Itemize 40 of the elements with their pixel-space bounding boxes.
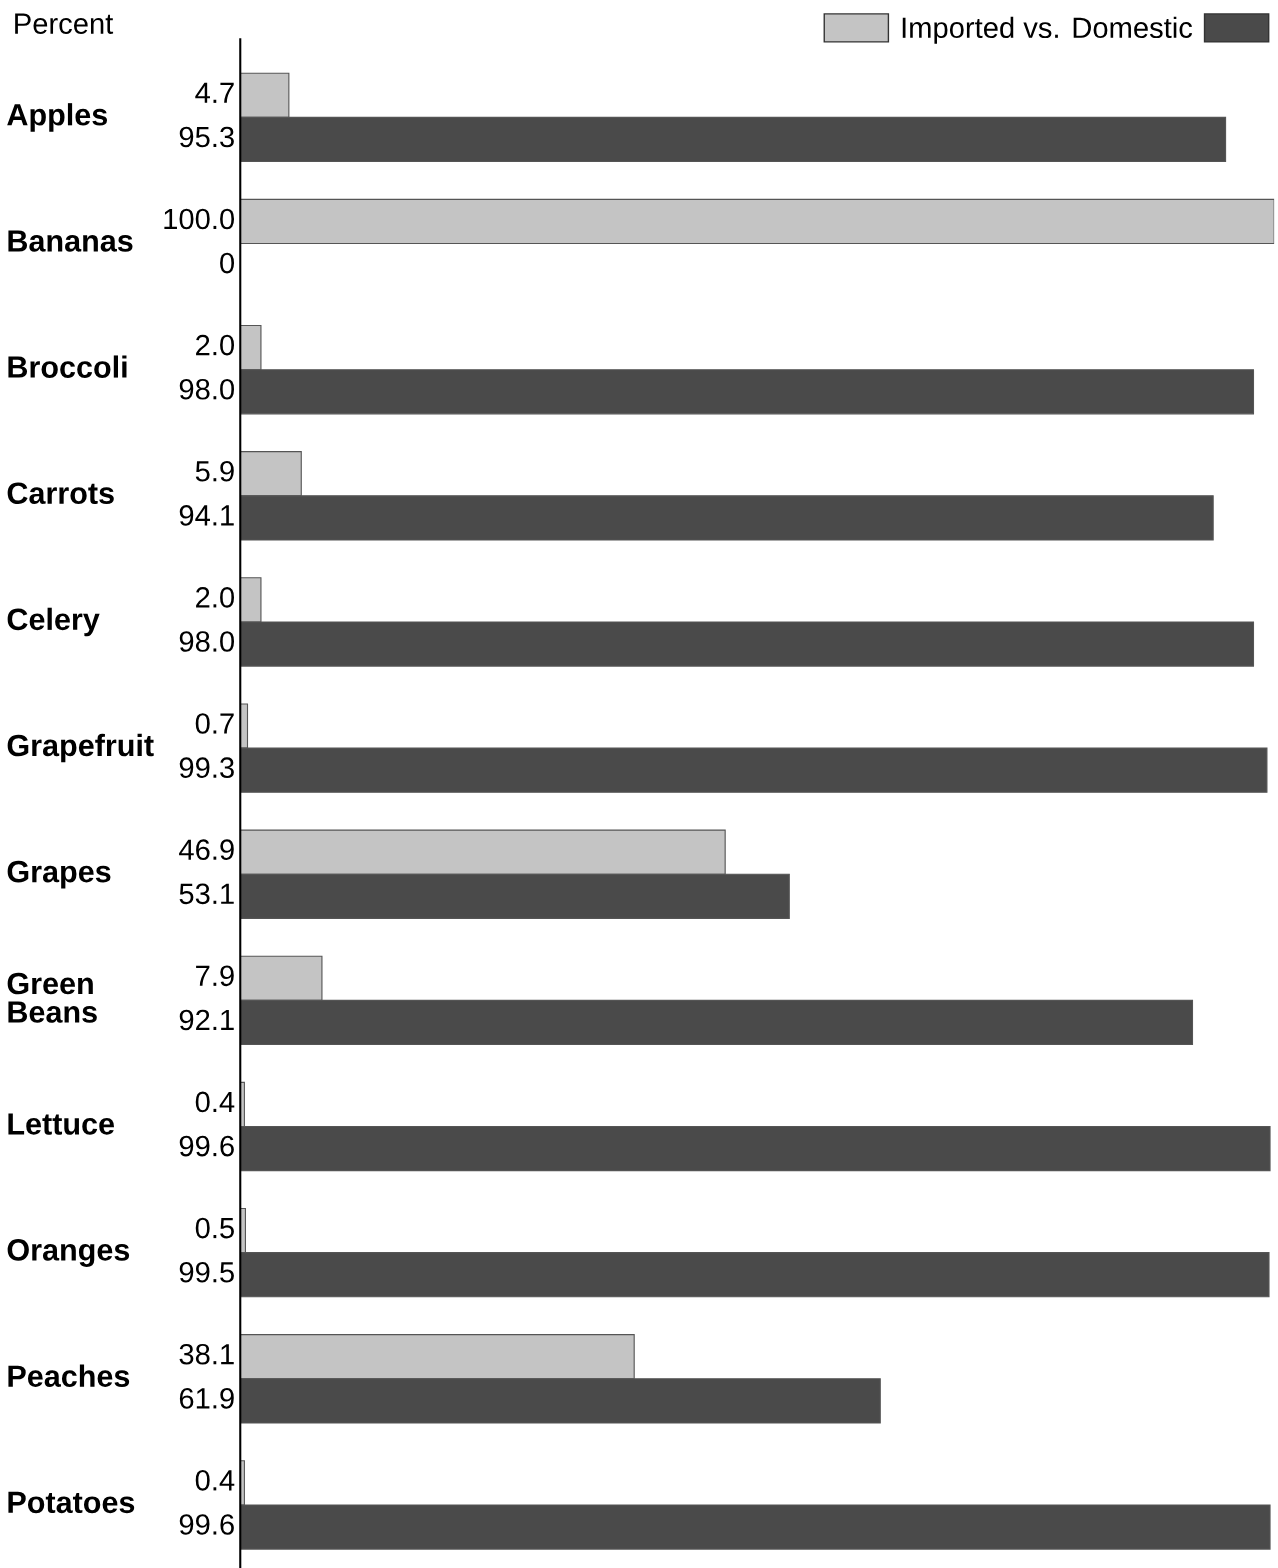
- y-tick-label: Oranges: [7, 1239, 130, 1267]
- y-tick-label: Grapefruit: [7, 733, 154, 763]
- data-label: 5.9: [195, 460, 234, 482]
- text: Percent: [15, 13, 114, 34]
- data-label: 38.1: [179, 1343, 234, 1365]
- data-label: 53.1: [179, 883, 234, 905]
- y-tick-label: Celery: [7, 607, 100, 637]
- data-label: 46.9: [179, 839, 234, 860]
- y-tick-label: Peaches: [8, 1364, 130, 1387]
- data-label: 94.1: [179, 505, 234, 526]
- y-tick-label: Broccoli: [8, 355, 127, 378]
- y-tick-label: Lettuce: [8, 1113, 115, 1135]
- legend-label: Imported vs.: [902, 16, 1058, 44]
- y-tick-label: Potatoes: [8, 1491, 135, 1514]
- y-tick-label: Bananas: [8, 230, 133, 252]
- data-label: 99.6: [179, 1514, 234, 1535]
- data-label: 4.7: [195, 82, 234, 103]
- data-label: 92.1: [179, 1009, 234, 1031]
- data-label: 99.3: [179, 757, 234, 778]
- data-label: 61.9: [179, 1388, 234, 1409]
- y-tick-label: Carrots: [7, 482, 114, 505]
- data-label: 0: [220, 252, 235, 274]
- data-label: 98.0: [179, 631, 235, 652]
- data-label: 0.4: [195, 1091, 235, 1113]
- data-label: 0.7: [195, 713, 234, 734]
- data-label: 100.0: [164, 208, 235, 230]
- data-label: 0.5: [195, 1217, 234, 1239]
- y-tick-label: Apples: [7, 103, 108, 132]
- data-label: 95.3: [179, 126, 234, 148]
- data-label: 7.9: [196, 965, 234, 987]
- data-label: 2.0: [196, 334, 235, 356]
- data-label: 99.6: [179, 1135, 234, 1157]
- y-tick-label: Green Beans: [7, 972, 97, 1023]
- data-label: 98.0: [179, 378, 235, 400]
- y-tick-label: Grapes: [7, 860, 111, 889]
- text: Domestic: [1073, 16, 1193, 39]
- data-label: 2.0: [196, 587, 235, 608]
- data-label: 99.5: [179, 1261, 234, 1283]
- bar: [240, 198, 1275, 245]
- data-label: 0.4: [195, 1470, 235, 1491]
